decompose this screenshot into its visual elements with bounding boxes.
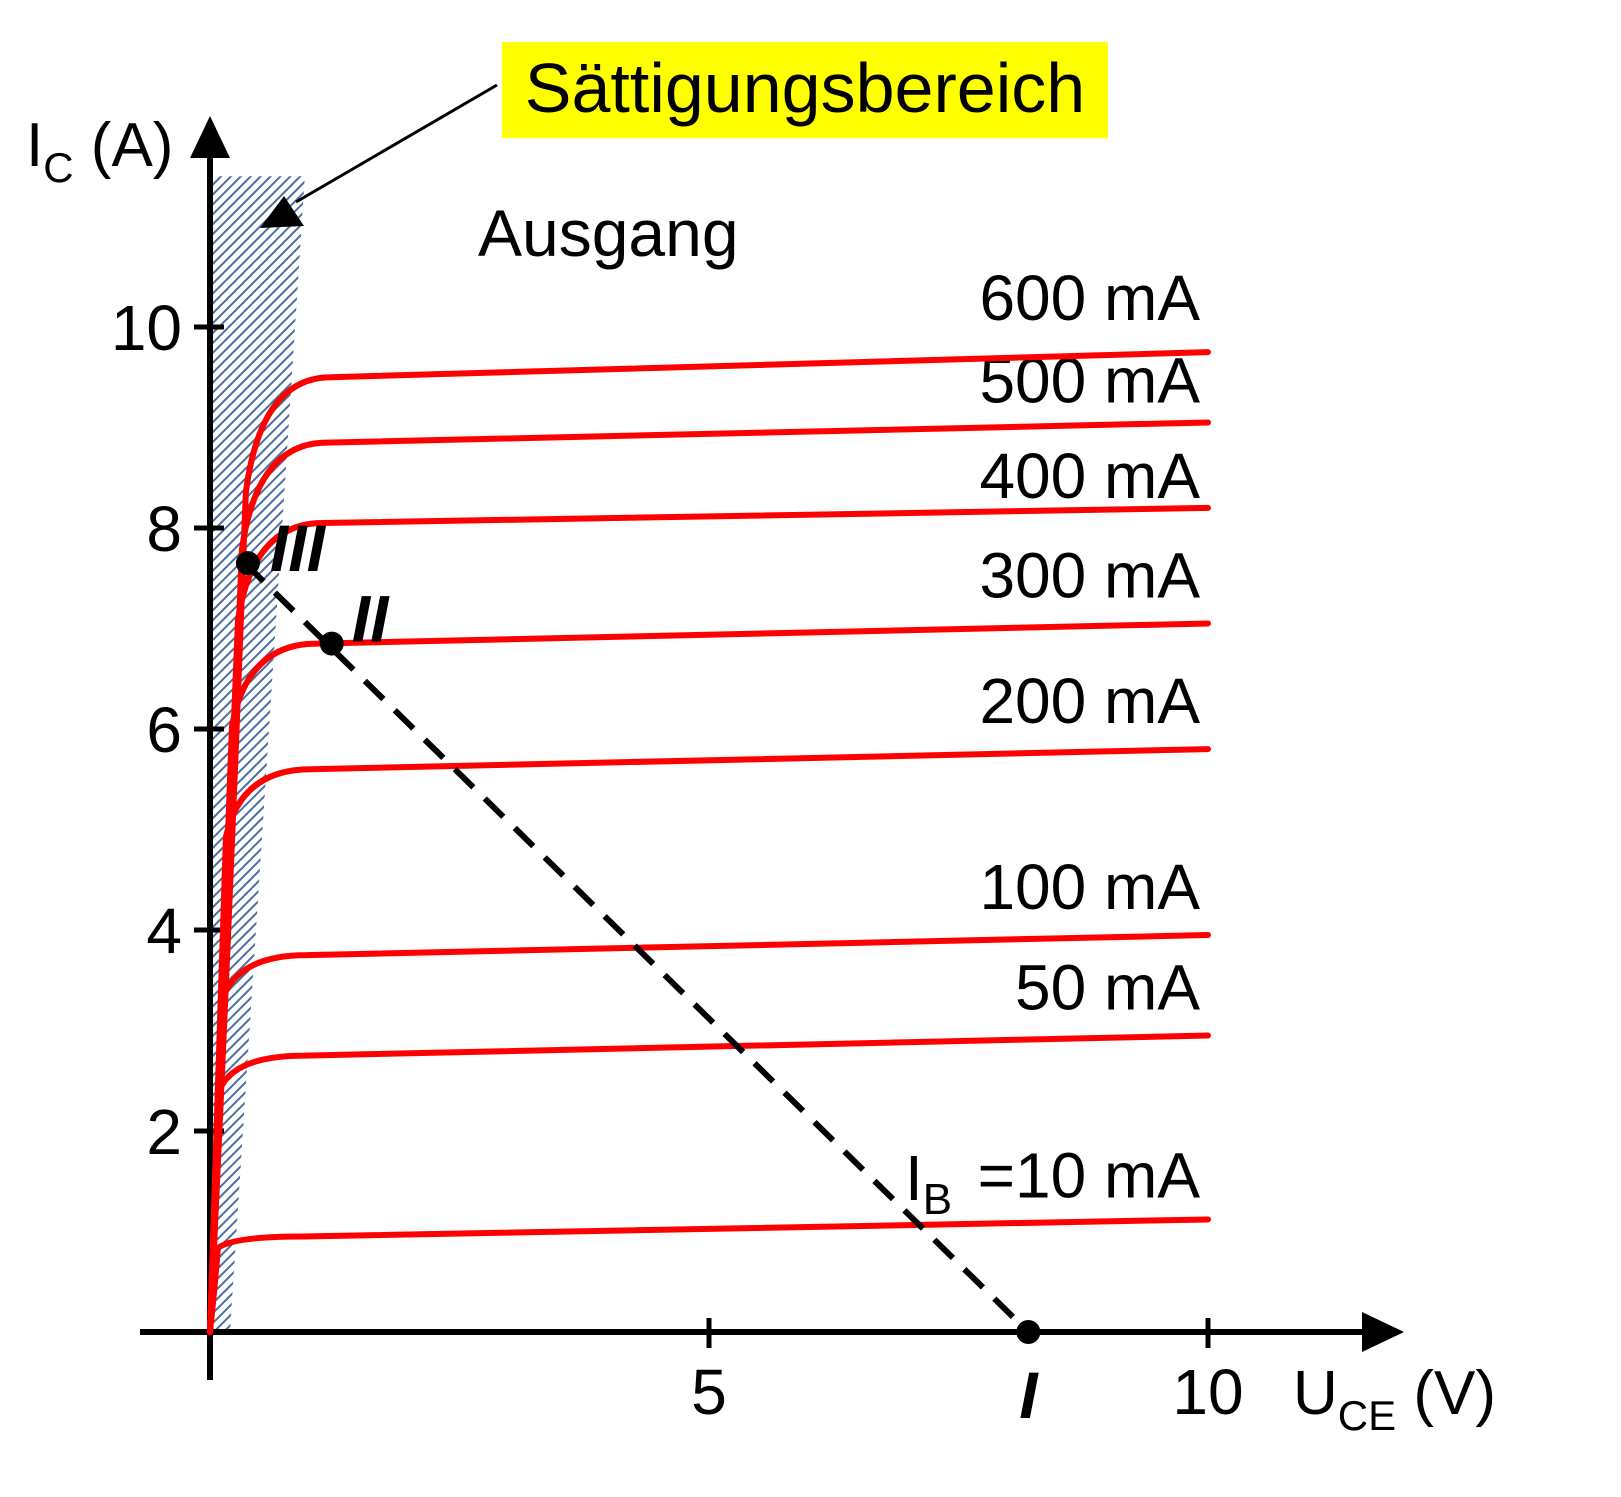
y-axis-arrow bbox=[190, 116, 230, 158]
operating-point bbox=[1016, 1320, 1041, 1344]
operating-point bbox=[235, 551, 260, 576]
saturation-pointer-line bbox=[295, 83, 498, 204]
operating-point-label: II bbox=[352, 582, 390, 656]
ib-prefix-label: IB bbox=[905, 1142, 952, 1224]
y-ticks: 2 4 6 8 10 bbox=[111, 292, 224, 1168]
curve-label: 300 mA bbox=[979, 539, 1200, 611]
load-line bbox=[242, 561, 1031, 1335]
saturation-region bbox=[210, 176, 305, 1332]
chart-title: Ausgang bbox=[478, 196, 739, 270]
x-axis-label: UCE (V) bbox=[1293, 1359, 1496, 1439]
curve-label: =10 mA bbox=[978, 1139, 1201, 1211]
saturation-label-highlight bbox=[502, 42, 1108, 138]
y-axis-label: IC (A) bbox=[26, 111, 173, 191]
x-ticks: 5 10 bbox=[691, 1318, 1244, 1428]
curve-label: 600 mA bbox=[979, 262, 1200, 334]
x-tick-label: 5 bbox=[691, 1356, 727, 1428]
curve-label: 50 mA bbox=[1015, 952, 1200, 1024]
y-tick-label: 4 bbox=[146, 895, 182, 967]
y-tick-label: 6 bbox=[146, 694, 182, 766]
operating-point-label: III bbox=[270, 511, 327, 585]
curve-label: 400 mA bbox=[979, 440, 1200, 512]
curve-label: 200 mA bbox=[979, 665, 1200, 737]
x-tick-label: 10 bbox=[1172, 1356, 1243, 1428]
curve-series bbox=[207, 1216, 1211, 1335]
y-tick-label: 2 bbox=[146, 1096, 182, 1168]
y-tick-label: 8 bbox=[146, 493, 182, 565]
x-axis-arrow bbox=[1362, 1312, 1404, 1352]
operating-point bbox=[319, 631, 344, 656]
curve-label: 100 mA bbox=[979, 851, 1200, 923]
saturation-label: Sättigungsbereich bbox=[525, 49, 1085, 127]
saturation-pointer-arrow bbox=[260, 196, 304, 228]
y-tick-label: 10 bbox=[111, 292, 182, 364]
operating-point-label: I bbox=[1019, 1358, 1039, 1432]
